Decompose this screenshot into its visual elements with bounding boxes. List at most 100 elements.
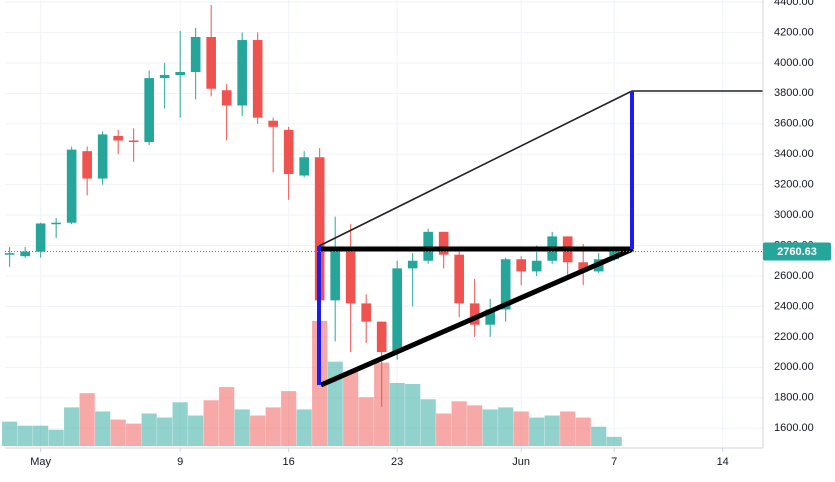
y-tick-label: 3200.00 — [774, 179, 814, 191]
volume-bar — [48, 429, 64, 446]
candle-body — [51, 222, 61, 225]
candle-body — [578, 262, 588, 272]
candle-body — [283, 129, 294, 174]
y-tick-label: 1600.00 — [774, 422, 814, 434]
candle-body — [66, 149, 77, 223]
candle-body — [97, 134, 108, 179]
candle-body — [500, 259, 511, 310]
candle-body — [113, 135, 123, 141]
drawings — [317, 90, 763, 388]
candle-body — [4, 253, 15, 255]
volume-bar — [296, 409, 312, 446]
candle-body — [485, 309, 495, 325]
volume-bar — [405, 384, 421, 446]
volume-bar — [95, 411, 111, 446]
volume-bar — [234, 409, 250, 446]
y-tick-label: 3800.00 — [774, 87, 814, 99]
grid — [5, 0, 763, 448]
volume-bar — [420, 399, 436, 446]
volume-bar — [126, 423, 142, 446]
x-tick-label: Jun — [512, 456, 530, 468]
volume-bar — [172, 402, 188, 446]
candle-body — [392, 268, 402, 353]
y-tick-label: 4200.00 — [774, 26, 814, 38]
y-tick-label: 2400.00 — [774, 300, 814, 312]
candle-body — [82, 151, 92, 179]
y-tick-label: 2000.00 — [774, 361, 814, 373]
trend-line — [318, 90, 633, 247]
y-tick-label: 4400.00 — [774, 0, 814, 8]
candle-body — [376, 321, 387, 353]
candle-body — [237, 40, 247, 106]
volume-bar — [575, 417, 591, 446]
x-tick-label: May — [30, 456, 51, 468]
y-tick-label: 4000.00 — [774, 57, 814, 69]
candle-body — [314, 157, 325, 301]
candle-body — [20, 251, 30, 257]
volume-bar — [358, 397, 374, 446]
volume-bar — [343, 371, 359, 446]
volume-bar — [498, 407, 514, 446]
y-tick-label: 3000.00 — [774, 209, 814, 221]
volume-bar — [265, 407, 281, 446]
candle-body — [469, 303, 480, 325]
volume-bar — [436, 413, 452, 446]
candle-body — [407, 260, 418, 269]
candle-body — [330, 250, 340, 301]
volume-bar — [79, 393, 95, 446]
candle-body — [35, 223, 46, 252]
volume-bar — [188, 415, 204, 446]
y-tick-label: 3400.00 — [774, 148, 814, 160]
y-tick-label: 2600.00 — [774, 270, 814, 282]
last-price-box — [763, 242, 831, 261]
candle-body — [345, 250, 356, 304]
volume-bar — [33, 425, 49, 446]
volume-bar — [544, 415, 560, 446]
candle-body — [423, 231, 433, 261]
candle-body — [190, 36, 201, 73]
candle-body — [221, 90, 232, 106]
volume-bar — [389, 382, 405, 446]
y-tick-label: 3600.00 — [774, 118, 814, 130]
x-tick-label: 14 — [717, 456, 729, 468]
volume-bar — [451, 401, 467, 446]
volume-bar — [467, 405, 483, 446]
candle-body — [531, 260, 542, 272]
candle-body — [144, 78, 154, 143]
candle-body — [268, 120, 278, 127]
x-tick-label: 16 — [283, 456, 295, 468]
candle-body — [299, 157, 309, 176]
volume-layer — [2, 321, 622, 446]
candle-body — [159, 75, 170, 79]
candle-body — [516, 259, 526, 272]
volume-bar — [157, 417, 173, 446]
y-tick-label: 2200.00 — [774, 331, 814, 343]
volume-bar — [219, 387, 235, 446]
volume-bar — [110, 419, 126, 446]
x-tick-label: 9 — [177, 456, 183, 468]
volume-bar — [606, 436, 622, 446]
volume-bar — [591, 426, 607, 446]
volume-bar — [17, 425, 33, 446]
volume-bar — [203, 400, 219, 446]
candle-body — [206, 36, 216, 89]
volume-bar — [560, 411, 576, 446]
volume-bar — [513, 411, 529, 446]
last-price-label: 2760.63 — [777, 246, 817, 258]
flag-bottom — [320, 246, 634, 388]
y-tick-label: 1800.00 — [774, 392, 814, 404]
volume-bar — [250, 415, 266, 446]
volume-bar — [529, 417, 545, 446]
x-tick-label: 7 — [611, 456, 617, 468]
volume-bar — [64, 407, 80, 446]
volume-bar — [281, 391, 297, 446]
candle-body — [175, 72, 185, 76]
candle-body — [454, 254, 464, 304]
x-tick-label: 23 — [391, 456, 403, 468]
candle-body — [128, 140, 139, 143]
axes: 1600.00 1800.00 2000.00 2200.00 2400.00 2600.… — [5, 0, 831, 468]
candle-body — [361, 303, 371, 322]
volume-bar — [141, 413, 157, 446]
candle-body — [438, 231, 449, 255]
